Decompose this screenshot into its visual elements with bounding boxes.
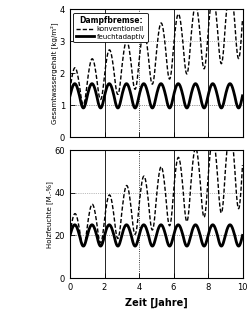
konventionell xyxy=(210,138,214,142)
konventionell xyxy=(82,245,85,249)
feuchtadaptiv xyxy=(78,94,81,97)
feuchtadaptiv xyxy=(68,234,71,237)
feuchtadaptiv xyxy=(241,234,244,237)
feuchtadaptiv xyxy=(82,244,85,248)
feuchtadaptiv xyxy=(241,94,244,98)
feuchtadaptiv xyxy=(72,82,76,86)
konventionell xyxy=(68,231,71,235)
feuchtadaptiv xyxy=(211,82,214,86)
feuchtadaptiv xyxy=(73,223,76,227)
konventionell xyxy=(228,127,232,131)
feuchtadaptiv xyxy=(68,94,71,98)
feuchtadaptiv xyxy=(82,106,85,110)
feuchtadaptiv xyxy=(72,223,76,227)
feuchtadaptiv xyxy=(172,232,175,236)
konventionell xyxy=(84,238,87,242)
feuchtadaptiv xyxy=(78,233,81,237)
konventionell xyxy=(72,67,76,71)
Line: konventionell: konventionell xyxy=(70,129,242,247)
Line: feuchtadaptiv: feuchtadaptiv xyxy=(70,225,242,246)
konventionell xyxy=(241,17,244,21)
feuchtadaptiv xyxy=(84,102,87,106)
konventionell xyxy=(172,43,175,46)
konventionell xyxy=(241,163,244,167)
Line: konventionell: konventionell xyxy=(70,0,242,105)
konventionell xyxy=(68,88,71,91)
Line: feuchtadaptiv: feuchtadaptiv xyxy=(70,84,242,108)
feuchtadaptiv xyxy=(84,240,87,244)
feuchtadaptiv xyxy=(73,82,76,86)
konventionell xyxy=(78,82,81,86)
Y-axis label: Gesamtwassergehalt [kg/m²]: Gesamtwassergehalt [kg/m²] xyxy=(50,23,58,124)
feuchtadaptiv xyxy=(133,105,136,109)
Y-axis label: Holzfeuchte [M.-%]: Holzfeuchte [M.-%] xyxy=(46,181,53,247)
feuchtadaptiv xyxy=(172,93,175,96)
X-axis label: Zeit [Jahre]: Zeit [Jahre] xyxy=(125,297,188,308)
feuchtadaptiv xyxy=(211,223,214,227)
Legend: konventionell, feuchtadaptiv: konventionell, feuchtadaptiv xyxy=(74,13,148,42)
konventionell xyxy=(172,188,175,191)
feuchtadaptiv xyxy=(133,244,136,247)
konventionell xyxy=(78,227,81,230)
konventionell xyxy=(133,231,136,234)
konventionell xyxy=(84,95,87,99)
konventionell xyxy=(82,103,85,106)
konventionell xyxy=(133,86,136,89)
konventionell xyxy=(72,213,76,217)
